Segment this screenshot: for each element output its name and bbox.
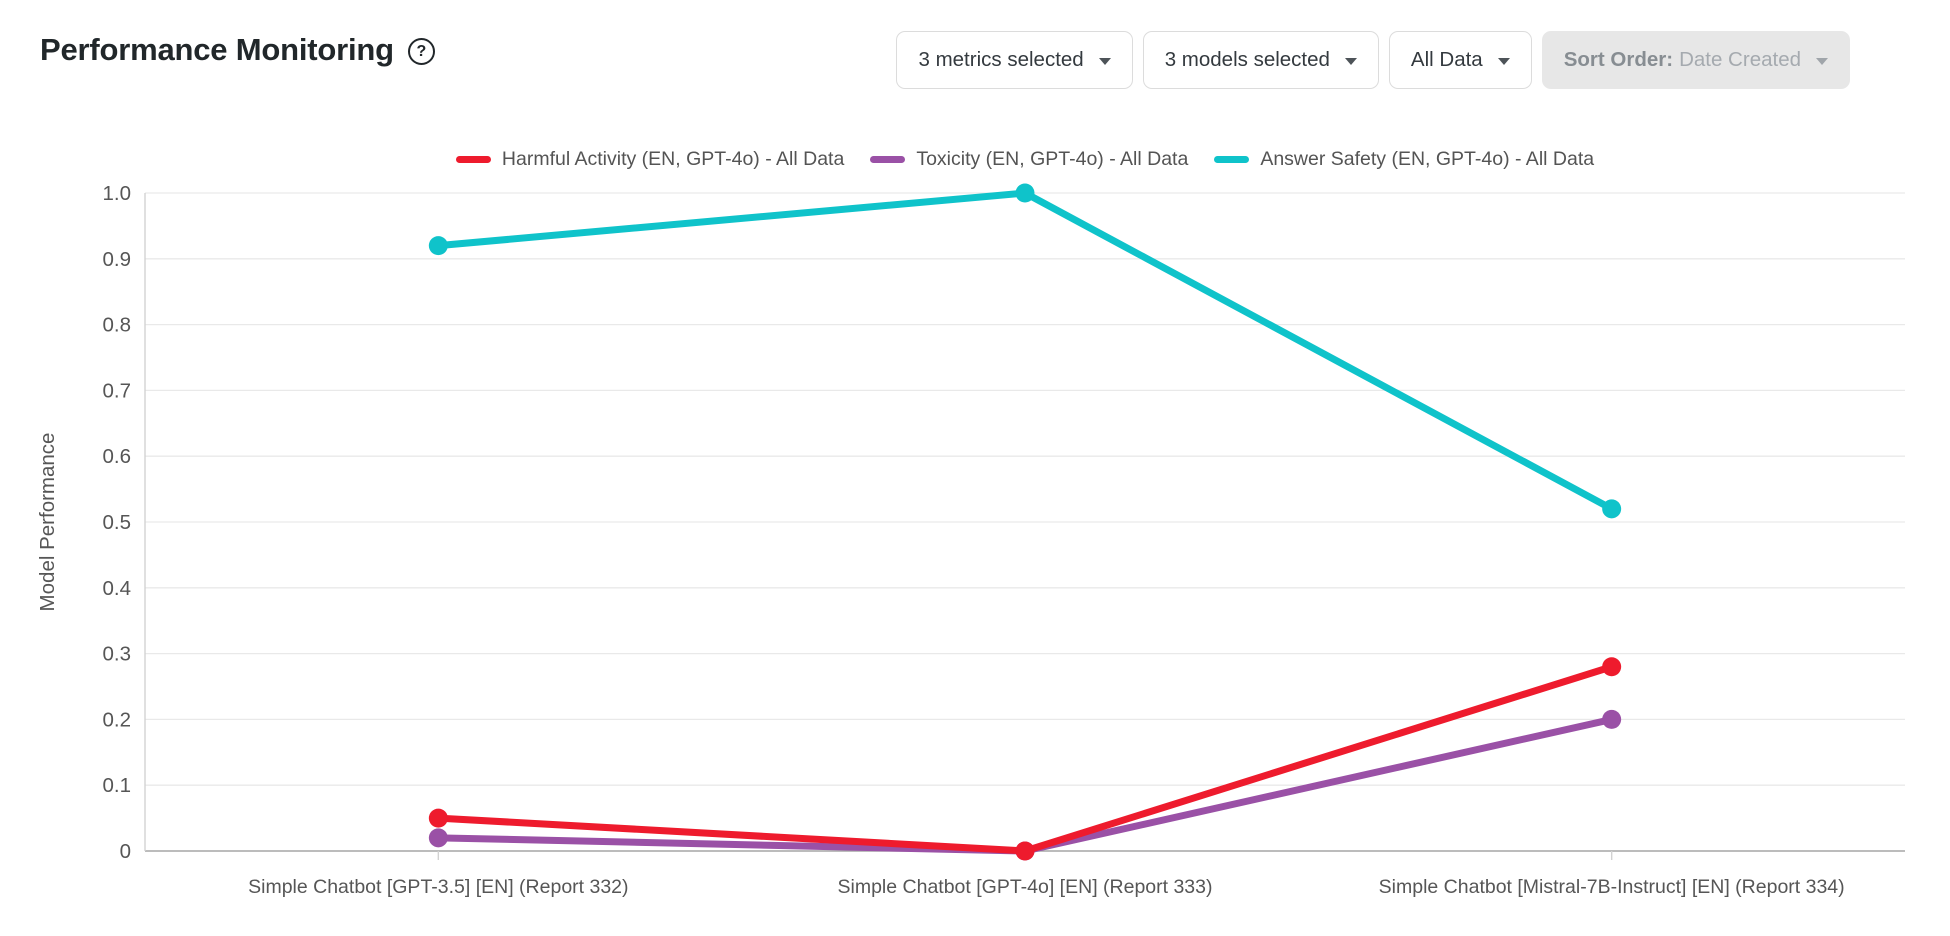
filter-row: 3 metrics selected 3 models selected All… bbox=[896, 31, 1850, 89]
legend-swatch bbox=[455, 156, 491, 163]
series-point-1-0[interactable] bbox=[428, 828, 448, 848]
sort-order-label: Sort Order: Date Created bbox=[1563, 48, 1801, 71]
legend-label: Harmful Activity (EN, GPT-4o) - All Data bbox=[501, 148, 845, 170]
y-tick-label: 0 bbox=[120, 840, 131, 863]
legend-swatch bbox=[870, 156, 906, 163]
legend-item-harmful-activity[interactable]: Harmful Activity (EN, GPT-4o) - All Data bbox=[455, 148, 845, 171]
series-point-0-0[interactable] bbox=[428, 808, 448, 828]
series-point-2-1[interactable] bbox=[1015, 183, 1035, 203]
series-point-0-1[interactable] bbox=[1015, 841, 1035, 861]
y-tick-label: 0.6 bbox=[103, 445, 132, 468]
x-tick-label: Simple Chatbot [Mistral-7B-Instruct] [EN… bbox=[1379, 876, 1845, 898]
chart-legend: Harmful Activity (EN, GPT-4o) - All Data… bbox=[145, 148, 1905, 171]
chevron-down-icon bbox=[1497, 57, 1510, 65]
y-tick-label: 1.0 bbox=[103, 182, 132, 205]
series-point-2-0[interactable] bbox=[428, 236, 448, 256]
chevron-down-icon bbox=[1816, 57, 1828, 65]
y-tick-label: 0.1 bbox=[103, 774, 132, 797]
legend-label: Answer Safety (EN, GPT-4o) - All Data bbox=[1260, 148, 1595, 170]
help-icon[interactable]: ? bbox=[407, 38, 435, 65]
legend-item-toxicity[interactable]: Toxicity (EN, GPT-4o) - All Data bbox=[870, 148, 1188, 171]
x-tick-label: Simple Chatbot [GPT-3.5] [EN] (Report 33… bbox=[248, 876, 628, 898]
y-tick-label: 0.5 bbox=[103, 511, 132, 534]
series-line-2 bbox=[434, 189, 1616, 513]
y-tick-label: 0.9 bbox=[103, 248, 132, 271]
legend-item-answer-safety[interactable]: Answer Safety (EN, GPT-4o) - All Data bbox=[1214, 148, 1594, 171]
legend-label: Toxicity (EN, GPT-4o) - All Data bbox=[916, 148, 1189, 170]
legend-swatch bbox=[1214, 156, 1250, 163]
y-tick-label: 0.7 bbox=[103, 379, 132, 402]
x-tick-label: Simple Chatbot [GPT-4o] [EN] (Report 333… bbox=[838, 876, 1213, 898]
models-dropdown-label: 3 models selected bbox=[1164, 48, 1330, 71]
sort-order-dropdown: Sort Order: Date Created bbox=[1541, 31, 1850, 89]
metrics-dropdown[interactable]: 3 metrics selected bbox=[896, 31, 1133, 89]
models-dropdown[interactable]: 3 models selected bbox=[1142, 31, 1379, 89]
y-axis-title: Model Performance bbox=[36, 433, 59, 612]
metrics-dropdown-label: 3 metrics selected bbox=[918, 48, 1084, 71]
data-filter-dropdown-label: All Data bbox=[1410, 48, 1483, 71]
y-tick-label: 0.3 bbox=[103, 643, 132, 666]
title-row: Performance Monitoring ? bbox=[40, 32, 435, 68]
page-title: Performance Monitoring bbox=[40, 32, 394, 67]
page-header: Performance Monitoring ? 3 metrics selec… bbox=[0, 0, 1950, 100]
y-tick-label: 0.4 bbox=[103, 577, 132, 600]
series-point-1-2[interactable] bbox=[1602, 709, 1622, 729]
data-filter-dropdown[interactable]: All Data bbox=[1388, 31, 1532, 89]
chevron-down-icon bbox=[1344, 57, 1357, 65]
chevron-down-icon bbox=[1098, 57, 1111, 65]
y-tick-label: 0.2 bbox=[103, 708, 132, 731]
series-point-0-2[interactable] bbox=[1602, 657, 1622, 677]
series-point-2-2[interactable] bbox=[1602, 499, 1622, 519]
y-tick-label: 0.8 bbox=[103, 314, 132, 337]
